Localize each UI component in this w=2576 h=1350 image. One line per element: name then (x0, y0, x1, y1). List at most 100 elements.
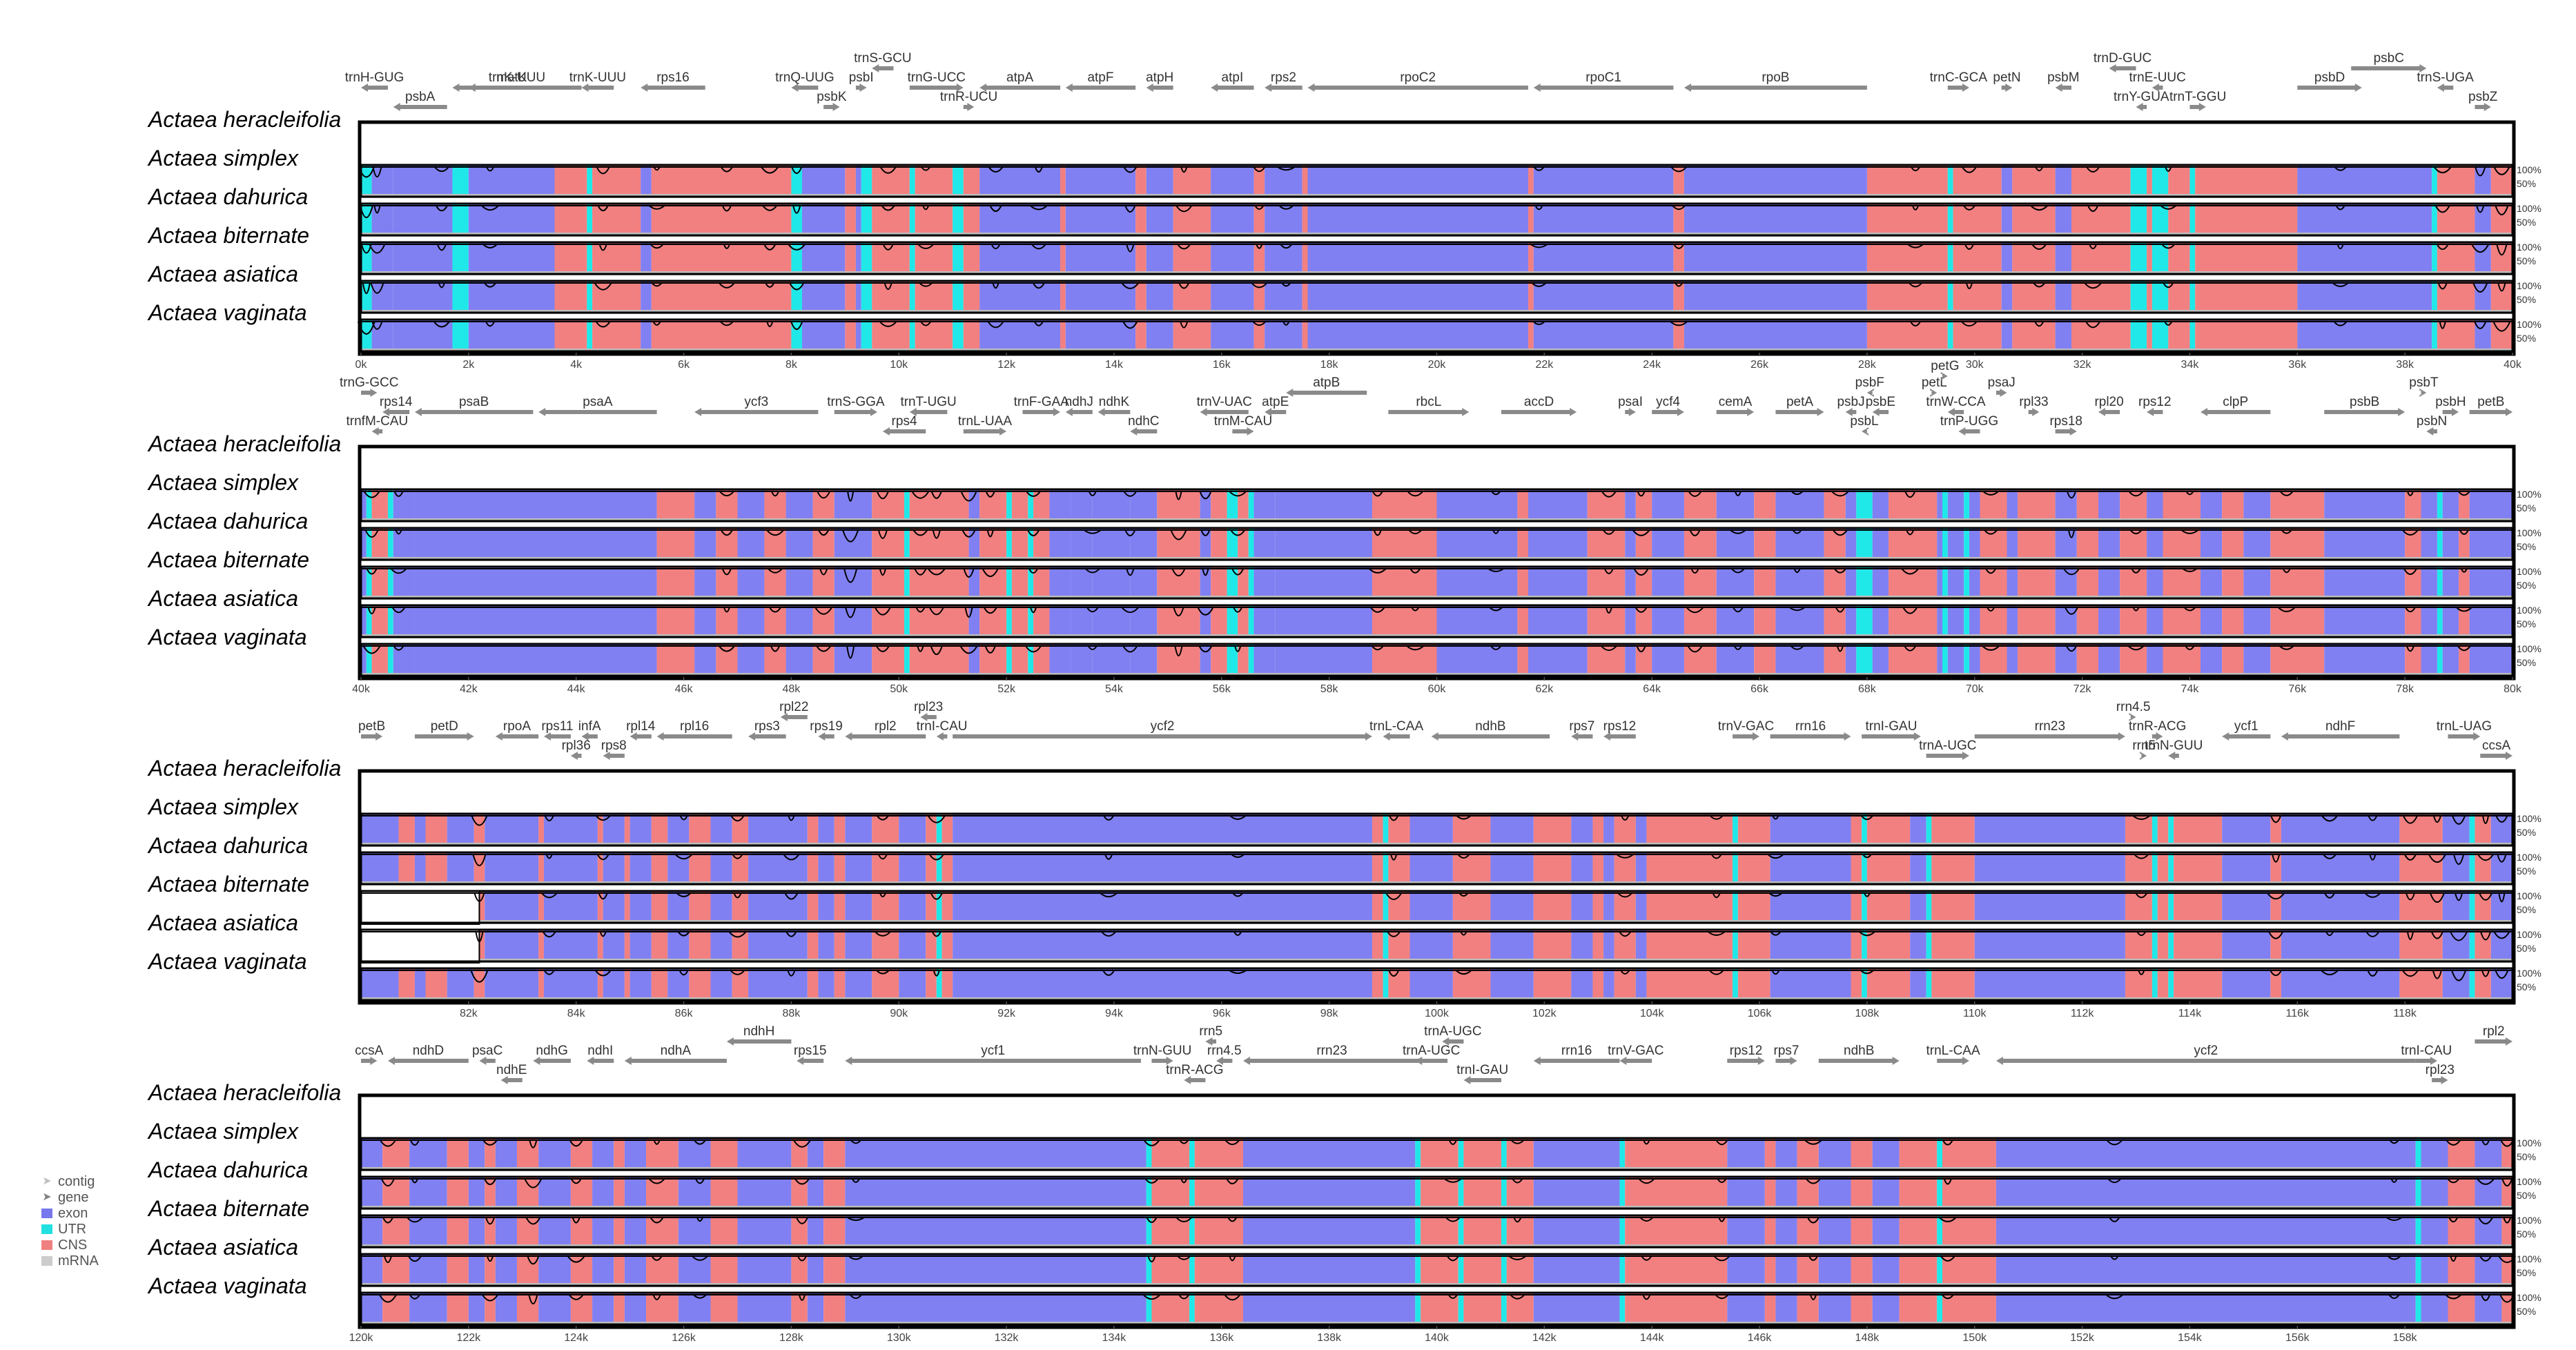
legend-label: exon (58, 1205, 88, 1221)
cns-region (2405, 605, 2421, 637)
exon-region (818, 814, 835, 845)
cns-region (1942, 1138, 1996, 1170)
utr-region (1733, 852, 1738, 884)
cns-region (656, 605, 695, 637)
gene-arrow (533, 1057, 571, 1065)
exon-region (786, 567, 813, 598)
cns-region (2195, 204, 2298, 235)
exon-region (953, 814, 1372, 845)
cns-region (1614, 930, 1636, 961)
cns-region (2168, 165, 2190, 197)
gene-label: rps15 (794, 1044, 827, 1058)
cns-region (926, 852, 937, 884)
utr-region (366, 528, 372, 560)
cns-region (2174, 852, 2223, 884)
cns-region (1421, 1254, 1458, 1286)
exon-region (737, 1215, 792, 1247)
exon-region (409, 1177, 447, 1209)
exon-region (1947, 528, 1964, 560)
exon-region (495, 1293, 517, 1324)
utr-region (587, 281, 593, 313)
conservation-curve (361, 1217, 2512, 1225)
cns-region (963, 320, 980, 351)
utr-region (2151, 204, 2169, 235)
gene-arrow (1146, 84, 1173, 92)
exon-region (2055, 605, 2077, 637)
pct-100-label: 100% (2517, 527, 2541, 538)
gene-arrow (2437, 84, 2454, 92)
gene-label: trnH-GUG (345, 70, 404, 85)
cns-region (926, 968, 937, 1000)
exon-region (485, 968, 539, 1000)
gene-label: trnS-GCU (854, 51, 911, 66)
cns-region (764, 528, 786, 560)
exon-region (678, 1254, 711, 1286)
utr-region (2432, 320, 2437, 351)
tick-label: 16k (1213, 359, 1231, 371)
exon-region (845, 814, 872, 845)
gene-label: atpA (1006, 70, 1033, 85)
cns-region (597, 814, 603, 845)
conservation-curve (360, 244, 2512, 256)
cns-region (1592, 968, 1604, 1000)
cns-region (2168, 320, 2190, 351)
exon-region (1436, 567, 1518, 598)
gene-label: trnA-UGC (1424, 1024, 1481, 1039)
gene-label: trnV-UAC (1197, 395, 1252, 409)
exon-region (2222, 930, 2271, 961)
gene-arrow (1232, 427, 1254, 436)
cns-region (1866, 814, 1911, 845)
gene-label: psbF (1855, 375, 1884, 390)
exon-region (2469, 489, 2512, 521)
cns-region (689, 814, 711, 845)
cns-region (1517, 644, 1528, 676)
exon-region (1571, 814, 1593, 845)
cns-region (2222, 489, 2244, 521)
legend-item-contig: ➤ contig (41, 1173, 99, 1189)
utr-region (1733, 814, 1738, 845)
utr-region (957, 204, 964, 235)
tick-label: 38k (2396, 359, 2414, 371)
utr-region (2151, 968, 2158, 1000)
exon-region (786, 644, 813, 676)
cns-region (812, 489, 835, 521)
utr-region (909, 204, 915, 235)
tick-label: 136k (1209, 1332, 1234, 1344)
exon-region (1146, 242, 1173, 274)
gene-label: trnM-CAU (1214, 414, 1272, 429)
exon-region (393, 165, 453, 197)
exon-region (2098, 567, 2120, 598)
exon-region (1603, 852, 1614, 884)
cns-region (2501, 1293, 2512, 1324)
species-label: Actaea asiatica (148, 1235, 299, 1260)
cns-region (2120, 489, 2147, 521)
utr-region (1926, 814, 1932, 845)
cns-region (651, 891, 668, 923)
tick-label: 60k (1428, 683, 1447, 695)
cns-region (1592, 852, 1604, 884)
cns-region (1851, 852, 1862, 884)
exon-region (592, 1215, 614, 1247)
exon-region (748, 852, 808, 884)
gene-label: petD (431, 719, 458, 734)
cns-region (1866, 968, 1911, 1000)
gene-arrow (543, 732, 571, 741)
exon-region (2324, 567, 2406, 598)
exon-region (1684, 242, 1867, 274)
tick-label: 132k (995, 1332, 1019, 1344)
exon-region (1436, 644, 1518, 676)
exon-region (1872, 605, 1889, 637)
exon-region (371, 165, 393, 197)
cns-region (823, 1254, 846, 1286)
cns-region (791, 1177, 808, 1209)
utr-region (1146, 1254, 1152, 1286)
tick-label: 58k (1320, 683, 1339, 695)
cns-region (646, 1138, 679, 1170)
cns-region (1135, 204, 1146, 235)
cns-region (926, 891, 937, 923)
exon-region (2147, 644, 2163, 676)
exon-region (2297, 165, 2432, 197)
cns-region (1517, 528, 1528, 560)
cns-region (2195, 165, 2298, 197)
exon-region (1652, 489, 1684, 521)
